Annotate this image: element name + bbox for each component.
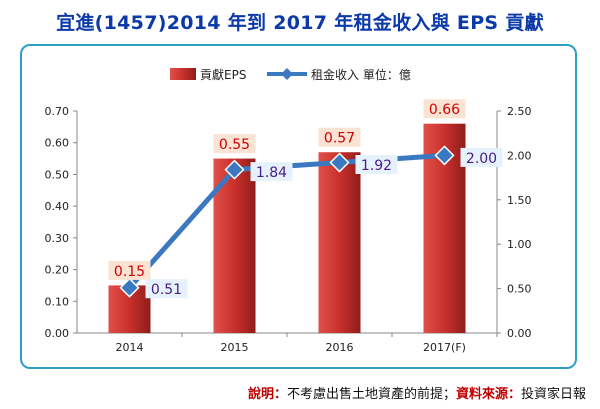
bar-series — [108, 123, 466, 333]
right-tick-label: 1.50 — [507, 194, 532, 207]
note-text: 不考慮出售土地資產的前提； — [286, 387, 456, 402]
right-tick-label: 2.50 — [507, 105, 532, 118]
eps-data-label-bg — [318, 127, 361, 147]
left-tick-label: 0.50 — [45, 168, 70, 181]
rent-data-label-bg — [460, 147, 503, 167]
data-labels: 0.15 0.55 0.57 0.66 0.51 1.84 1.92 2.00 — [108, 99, 503, 299]
legend-bar-swatch — [170, 68, 196, 80]
rent-marker — [119, 277, 140, 298]
note-label: 說明： — [247, 387, 287, 402]
rent-data-label-bg — [145, 279, 188, 299]
right-tick-label: 0.00 — [507, 327, 532, 340]
left-tick-label: 0.00 — [45, 327, 70, 340]
chart-svg: 貢獻EPS 租金收入 單位：億 0.000.100.200.300.400.500… — [45, 67, 532, 354]
eps-data-label: 0.15 — [114, 264, 145, 280]
source-text: 投資家日報 — [520, 387, 586, 402]
x-tick-label: 2017(F) — [423, 341, 466, 354]
rent-data-label: 0.51 — [151, 282, 182, 298]
rent-marker — [329, 152, 350, 173]
right-tick-label: 0.50 — [507, 283, 532, 296]
left-tick-label: 0.40 — [45, 200, 70, 213]
left-tick-label: 0.70 — [45, 105, 70, 118]
x-tick-label: 2016 — [326, 341, 354, 354]
source-label: 資料來源： — [455, 387, 521, 402]
eps-data-label-bg — [213, 134, 256, 154]
left-tick-label: 0.10 — [45, 295, 70, 308]
chart-title: 宜進(1457)2014 年到 2017 年租金收入與 EPS 貢獻 — [56, 12, 544, 34]
eps-data-label-bg — [108, 260, 151, 280]
rent-marker — [434, 145, 455, 166]
rent-data-label: 1.92 — [361, 158, 392, 174]
legend-bar-label: 貢獻EPS — [200, 67, 246, 82]
footnote: 說明：不考慮出售土地資產的前提；資料來源：投資家日報 — [248, 383, 586, 402]
rent-data-label: 2.00 — [466, 151, 497, 167]
chart-legend: 貢獻EPS 租金收入 單位：億 — [170, 67, 411, 82]
legend-line-label: 租金收入 單位：億 — [311, 67, 411, 82]
right-tick-label: 1.00 — [507, 238, 532, 251]
eps-data-label-bg — [423, 99, 466, 119]
eps-data-label: 0.66 — [429, 102, 460, 118]
eps-data-label: 0.57 — [324, 131, 355, 147]
chart-frame: 貢獻EPS 租金收入 單位：億 0.00 0.10 0.20 0.30 0.40 0.50 0… — [20, 44, 577, 369]
x-tick-label: 2015 — [221, 341, 249, 354]
rent-data-label-bg — [355, 155, 398, 175]
left-tick-label: 0.30 — [45, 232, 70, 245]
rent-data-label: 1.84 — [256, 165, 287, 181]
eps-bar — [318, 152, 361, 333]
left-tick-label: 0.20 — [45, 264, 70, 277]
rent-data-label-bg — [250, 162, 293, 182]
x-tick-label: 2014 — [116, 341, 144, 354]
left-tick-label: 0.60 — [45, 137, 70, 150]
right-tick-label: 2.00 — [507, 149, 532, 162]
chart-axes: 0.00 0.10 0.20 0.30 0.40 0.50 0.60 0.70 0.00 0.50… — [45, 105, 532, 354]
eps-data-label: 0.55 — [219, 137, 250, 153]
rent-marker — [224, 159, 245, 180]
legend-line-marker — [281, 68, 293, 80]
